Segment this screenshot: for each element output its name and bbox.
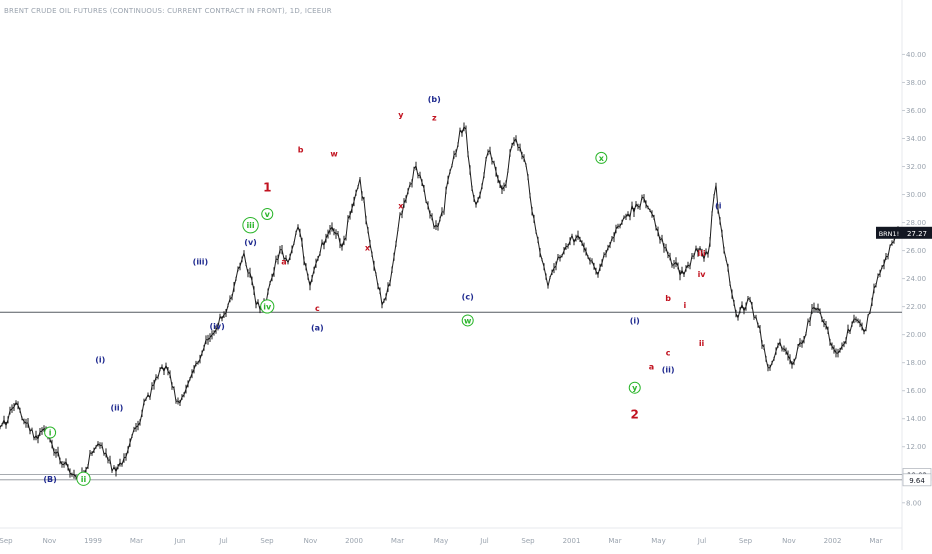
y-tick-label: 40.00 [906, 51, 926, 59]
y-tick-label: 14.00 [906, 415, 926, 423]
x-tick-label: Sep [0, 537, 13, 545]
x-tick-label: 2001 [563, 537, 581, 545]
y-tick-label: 38.00 [906, 79, 926, 87]
level-price-tag [902, 473, 932, 487]
wave-label: b [665, 294, 671, 303]
wave-label: c [315, 304, 320, 313]
wave-label: iii [246, 221, 254, 230]
wave-label: (ii) [111, 403, 124, 412]
wave-label: (ii) [662, 365, 675, 374]
wave-label: (i [715, 202, 722, 211]
x-tick-label: Sep [521, 537, 535, 545]
symbol-tag-label: BRN1! [879, 230, 900, 238]
wave-label: (iii) [193, 258, 209, 267]
x-tick-label: Nov [304, 537, 318, 545]
wave-label: x [599, 154, 605, 163]
y-tick-label: 30.00 [906, 191, 926, 199]
wave-label: 2 [631, 408, 639, 422]
wave-label: (iv) [210, 322, 225, 331]
wave-label: i [683, 301, 686, 310]
wave-label: w [330, 150, 338, 159]
wave-label-circle [76, 471, 91, 486]
y-tick-label: 16.00 [906, 387, 926, 395]
wave-label: x [398, 202, 404, 211]
wave-label: x [365, 244, 371, 253]
x-tick-label: Jul [218, 537, 228, 545]
last-price-label: 27.27 [907, 230, 927, 238]
wave-label: (i) [630, 316, 640, 325]
x-tick-label: Nov [782, 537, 796, 545]
wave-label: iv [263, 302, 272, 311]
y-tick-label: 36.00 [906, 107, 926, 115]
y-tick-label: 28.00 [906, 219, 926, 227]
x-tick-label: Nov [43, 537, 57, 545]
wave-label: (a) [311, 323, 324, 332]
wave-label: a [649, 363, 654, 372]
price-bars [0, 122, 899, 482]
wave-label: (c) [462, 293, 474, 302]
wave-label: ii [699, 339, 705, 348]
wave-label: z [432, 113, 437, 122]
y-tick-label: 26.00 [906, 247, 926, 255]
x-tick-label: 1999 [84, 537, 102, 545]
x-tick-label: May [651, 537, 665, 545]
x-tick-label: 2000 [345, 537, 363, 545]
chart-title: BRENT CRUDE OIL FUTURES (CONTINUOUS: CUR… [4, 7, 332, 15]
y-tick-label: 24.00 [906, 275, 926, 283]
y-tick-label: 18.00 [906, 359, 926, 367]
x-tick-label: Jul [697, 537, 707, 545]
wave-label: iv [698, 270, 707, 279]
x-tick-label: Mar [130, 537, 143, 545]
wave-label: (i) [95, 356, 105, 365]
wave-label: iii [697, 249, 705, 258]
x-tick-label: Jul [479, 537, 489, 545]
x-tick-label: Sep [739, 537, 753, 545]
x-tick-label: 2002 [824, 537, 842, 545]
wave-label-circle [628, 381, 641, 394]
y-tick-label: 22.00 [906, 303, 926, 311]
wave-label: 1 [263, 181, 271, 195]
x-tick-label: Mar [608, 537, 621, 545]
wave-label: w [464, 316, 472, 325]
x-tick-label: Jun [174, 537, 186, 545]
x-tick-label: Sep [260, 537, 274, 545]
x-tick-label: Mar [391, 537, 404, 545]
wave-label-circle [260, 299, 275, 314]
wave-label-circle [242, 216, 259, 234]
last-price-tag [902, 226, 932, 239]
wave-label: v [265, 210, 271, 219]
wave-label: b [298, 146, 304, 155]
wave-label-circle [595, 151, 608, 164]
y-tick-label: 34.00 [906, 135, 926, 143]
y-tick-label: 32.00 [906, 163, 926, 171]
wave-label: (v) [244, 238, 257, 247]
wave-label: ii [81, 475, 87, 484]
symbol-tag [876, 226, 902, 239]
wave-label-circle [44, 426, 57, 439]
x-tick-label: May [434, 537, 448, 545]
level-price-label: 9.64 [909, 477, 925, 485]
wave-label: (b) [428, 95, 441, 104]
wave-label: i [49, 429, 52, 438]
wave-label-circle [461, 314, 474, 327]
x-tick-label: Mar [869, 537, 882, 545]
wave-label-circle [261, 207, 274, 220]
wave-label: a [281, 258, 286, 267]
wave-label: y [632, 384, 638, 393]
y-tick-label: 20.00 [906, 331, 926, 339]
y-tick-label: 12.00 [906, 443, 926, 451]
wave-label: (B) [43, 475, 56, 484]
wave-label: y [398, 110, 404, 119]
wave-label: c [666, 349, 671, 358]
y-tick-label: 8.00 [906, 499, 922, 507]
